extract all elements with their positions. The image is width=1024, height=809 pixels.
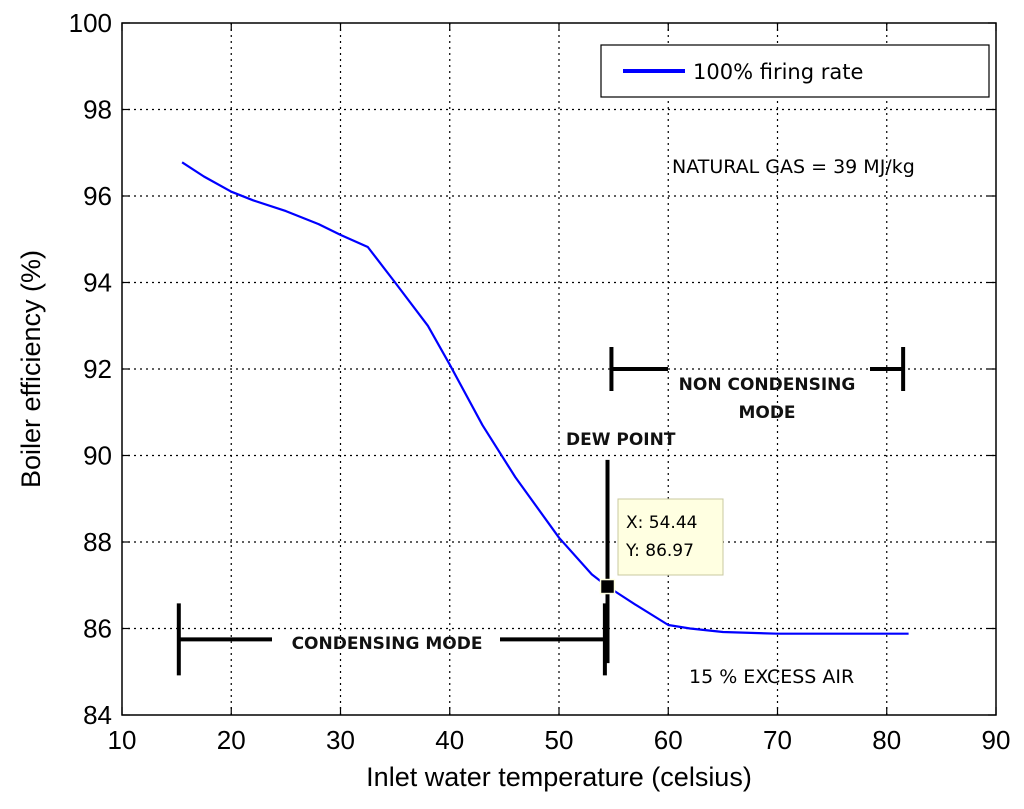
non-condensing-label-line2: MODE [738, 403, 795, 423]
datatip-x: X: 54.44 [626, 513, 697, 533]
x-tick-label: 40 [435, 725, 464, 755]
datatip-y: Y: 86.97 [625, 541, 694, 561]
y-tick-label: 84 [83, 700, 112, 730]
x-tick-label: 50 [545, 725, 574, 755]
series-line-100-firing-rate [181, 161, 909, 635]
x-axis-label: Inlet water temperature (celsius) [366, 762, 752, 792]
x-tick-label: 30 [326, 725, 355, 755]
y-tick-label: 88 [83, 527, 112, 557]
non-condensing-label-line1: NON CONDENSING [679, 375, 856, 395]
y-axis-label: Boiler efficiency (%) [16, 250, 46, 488]
x-tick-label: 80 [872, 725, 901, 755]
legend-entry-label: 100% firing rate [693, 60, 863, 84]
dew-point-label: DEW POINT [566, 430, 676, 450]
y-tick-label: 98 [83, 95, 112, 125]
y-tick-label: 96 [83, 181, 112, 211]
y-tick-label: 86 [83, 614, 112, 644]
axis-ticks: 10 20 30 40 50 60 70 80 90 84 86 88 90 92 94 96 98 100 [69, 8, 1011, 755]
condensing-label: CONDENSING MODE [292, 634, 483, 654]
x-tick-label: 60 [654, 725, 683, 755]
x-tick-label: 90 [982, 725, 1011, 755]
datatip-marker[interactable] [599, 578, 616, 595]
datatip: X: 54.44 Y: 86.97 [599, 498, 724, 595]
datatip-box [617, 498, 724, 576]
series-layer [181, 161, 909, 635]
y-tick-label: 100 [69, 8, 112, 38]
fuel-annotation: NATURAL GAS = 39 MJ/kg [672, 156, 915, 178]
y-tick-label: 94 [83, 268, 112, 298]
grid-lines [122, 23, 996, 715]
x-tick-label: 20 [217, 725, 246, 755]
excess-air-annotation: 15 % EXCESS AIR [689, 666, 854, 688]
y-tick-label: 92 [83, 354, 112, 384]
y-tick-label: 90 [83, 441, 112, 471]
legend: 100% firing rate [600, 44, 990, 98]
x-tick-label: 10 [108, 725, 137, 755]
annotations-layer [176, 347, 906, 676]
x-tick-label: 70 [763, 725, 792, 755]
